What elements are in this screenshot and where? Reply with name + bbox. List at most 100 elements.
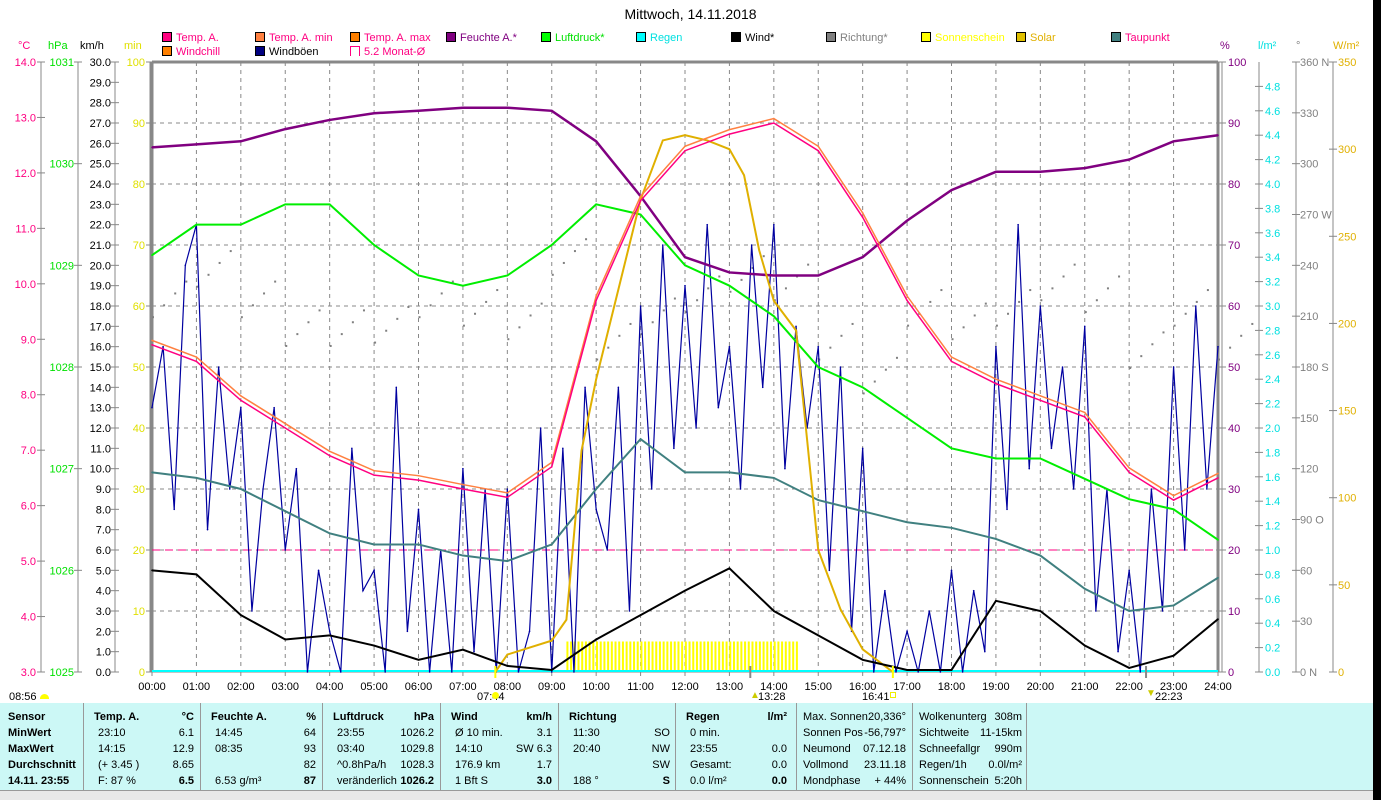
x-tick-label: 07:00 [449,681,477,693]
temp-tick-label: 6.0 [21,501,36,513]
wind-point [462,648,464,651]
wind-point [906,669,908,671]
legend-item: Richtung* [826,32,888,44]
direction-point [1062,275,1065,278]
rain-tick-label: 3.2 [1265,277,1280,289]
pressure-tick-label: 1026 [50,565,74,577]
rain-tick-label: 4.0 [1265,179,1280,191]
legend-item: Feuchte A.* [446,32,517,44]
pressure-point [773,315,775,317]
gust-point [151,406,153,409]
x-tick-label: 13:00 [716,681,744,693]
sunshine-bar [584,641,587,672]
sunshine-bar [644,641,647,672]
misc-label: Wolkenunterg [919,711,987,723]
gust-point [584,386,586,389]
humidity-point [1217,134,1219,136]
axis-unit-label: l/m² [1258,40,1277,52]
humidity-point [1128,158,1130,161]
humidity-point [1172,140,1175,143]
sunc-value: 07.12.18 [863,743,906,755]
solar-point [773,299,775,302]
dir-value: S [662,775,670,787]
direction-point [840,334,843,337]
wind-tick-label: 20.0 [90,260,111,272]
sunshine-bar [673,641,676,672]
pressure-point [195,223,198,226]
misc-label: Sichtweite [919,727,970,739]
pressure-point [950,447,953,450]
sunshine-bar [762,641,765,672]
window-edge [1373,0,1381,800]
temp-value-label: 23:10 [98,727,126,739]
direction-point [1029,289,1032,292]
gust-point [1117,650,1119,653]
solar-tick-label: 150 [1338,406,1356,418]
x-tick-label: 19:00 [982,681,1010,693]
misc-value: 5:20h [994,775,1022,787]
gust-point [750,244,753,246]
direction-point [1173,324,1176,327]
direction-point [962,326,965,329]
temperature-point [995,382,997,385]
pressure-point [462,284,464,287]
sunshine-bar [596,641,599,672]
gust-point [1028,467,1031,470]
sunshine-bar [744,641,747,672]
gust-point [317,569,320,572]
temp-unit: °C [181,711,194,723]
sunc-label: Mondphase [803,775,861,787]
direction-point [729,290,732,293]
temperature-point [550,466,553,468]
sunshine-bar [781,641,784,672]
wind-point [284,638,287,641]
temp-max-point [1217,472,1219,475]
gust-point [528,630,531,633]
humidity-point [906,219,908,222]
gust-point [1095,610,1097,612]
temp-max-point [195,356,198,358]
dir-value: NW [651,743,670,755]
rain-tick-label: 3.8 [1265,203,1280,215]
gust-point [839,366,842,368]
solar-point [795,329,797,332]
wind-value-label: 176.9 km [455,759,501,771]
pressure-point [151,254,153,256]
sunshine-min-tick-label: 50 [133,362,145,374]
sunshine-bar [614,641,617,672]
temperature-point [906,299,908,302]
dir-value-label: 188 ° [573,775,599,787]
direction-point [895,356,898,359]
sunshine-bar [658,641,661,672]
misc-value: 11-15km [980,727,1022,739]
temp-tick-label: 13.0 [15,112,36,124]
misc-value: 308m [994,711,1022,723]
wind-unit: km/h [526,711,552,723]
legend-label: Sonnenschein [935,32,1005,44]
dewpoint-point [728,471,731,474]
solar-tick-label: 0 [1338,667,1344,679]
pressure-point [550,244,553,246]
gust-point [872,671,875,673]
wind-tick-label: 5.0 [96,565,111,577]
sunshine-bar [773,641,776,672]
direction-point [251,304,254,307]
direction-point [940,289,943,292]
humidity-point [195,143,198,146]
sunshine-bar [732,641,735,672]
direction-point [518,326,521,329]
column-divider [0,703,559,790]
humidity-tick-label: 60 [1228,301,1240,313]
sunshine-bar [670,641,673,672]
direction-tick-label: 210 [1300,311,1318,323]
sunshine-min-tick-label: 30 [133,484,145,496]
wind-tick-label: 8.0 [96,504,111,516]
rain-value: 0.0 [771,775,787,787]
sunshine-min-tick-label: 100 [127,57,145,69]
direction-point [285,344,288,347]
temperature-point [328,454,331,457]
solar-tick-label: 200 [1338,318,1356,330]
gust-point [1072,488,1075,490]
gust-point [784,467,786,470]
wind-tick-label: 22.0 [90,220,111,232]
